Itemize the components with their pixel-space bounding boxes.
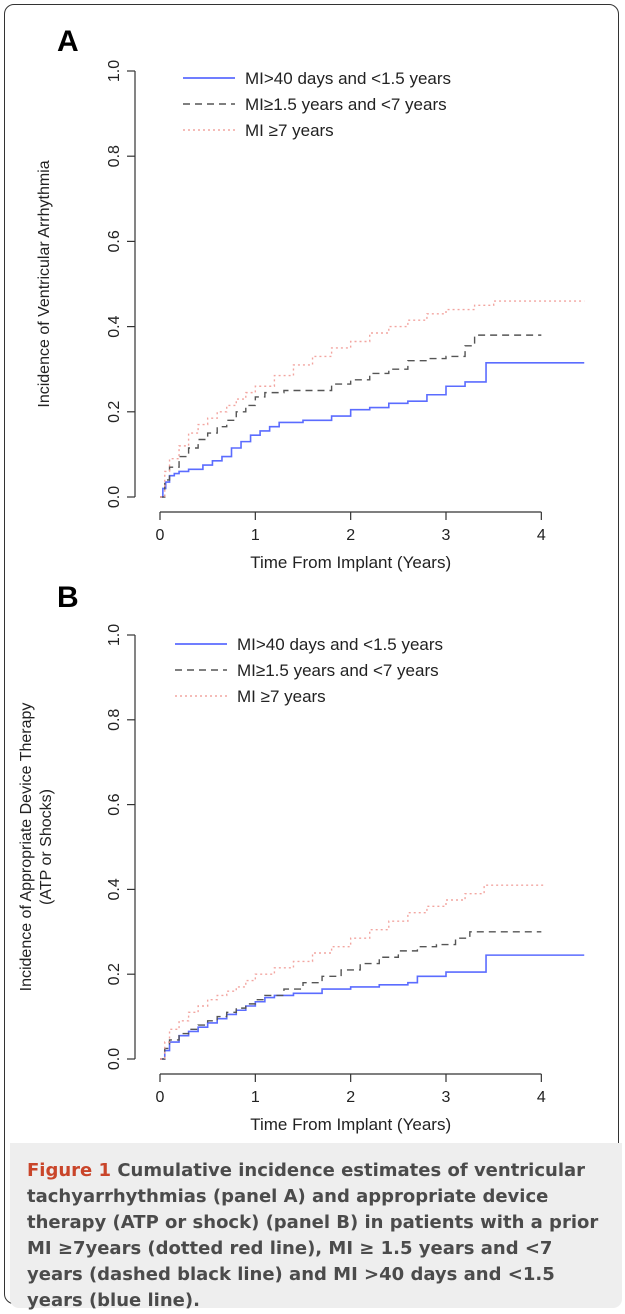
x-axis-label: Time From Implant (Years)	[250, 1115, 451, 1134]
y-tick-label: 0.6	[106, 793, 123, 815]
series-line-1	[160, 362, 585, 498]
legend-label-1: MI>40 days and <1.5 years	[237, 635, 443, 654]
series-line-3	[160, 884, 547, 1060]
y-tick-label: 1.0	[106, 60, 123, 82]
x-tick-label: 4	[537, 1089, 546, 1106]
chart-a: 0.0 0.2 0.4 0.6 0.8 1.0 0 1 2 3 4 Time From Implant…	[36, 60, 585, 572]
series-line-3	[160, 300, 585, 498]
caption-background	[10, 1143, 622, 1308]
x-tick-label: 2	[346, 1089, 355, 1106]
x-tick-label: 1	[251, 1089, 260, 1106]
series-line-2	[160, 334, 542, 498]
caption-text: Cumulative incidence estimates of ventri…	[27, 1160, 599, 1311]
panel-b: B 0.0 0.2 0.4 0.6 0.8 1.0 0 1 2 3 4 Time From Impla…	[5, 577, 617, 1143]
panel-b-letter: B	[57, 581, 79, 614]
y-axis-label: Incidence of Ventricular Arrhythmia	[36, 160, 53, 407]
y-tick-label: 0.4	[106, 315, 123, 337]
y-tick-label: 0.0	[106, 486, 123, 508]
y-tick-label: 0.2	[106, 401, 123, 423]
caption-label: Figure 1	[27, 1160, 112, 1181]
x-tick-label: 0	[156, 527, 165, 544]
series-line-2	[160, 931, 542, 1060]
y-tick-label: 0.2	[106, 963, 123, 985]
figure-caption: Figure 1 Cumulative incidence estimates …	[27, 1158, 607, 1314]
y-tick-label: 0.8	[106, 709, 123, 731]
x-tick-label: 1	[251, 527, 260, 544]
x-tick-label: 2	[346, 527, 355, 544]
legend-label-3: MI ≥7 years	[237, 687, 326, 706]
legend-label-2: MI≥1.5 years and <7 years	[237, 661, 439, 680]
y-tick-label: 1.0	[106, 624, 123, 646]
y-tick-label: 0.4	[106, 878, 123, 900]
legend-label-2: MI≥1.5 years and <7 years	[245, 95, 447, 114]
chart-b: 0.0 0.2 0.4 0.6 0.8 1.0 0 1 2 3 4 Time From Implant…	[18, 624, 585, 1134]
x-tick-label: 3	[442, 527, 451, 544]
panel-a-letter: A	[57, 25, 79, 58]
x-tick-label: 3	[442, 1089, 451, 1106]
legend-label-1: MI>40 days and <1.5 years	[245, 69, 451, 88]
y-tick-label: 0.8	[106, 145, 123, 167]
series-line-1	[160, 954, 585, 1060]
y-tick-label: 0.6	[106, 230, 123, 252]
figure-frame: A 0.0 0.2 0.4 0.6 0.8 1.0 0 1 2 3 4 Time From Impla…	[4, 4, 622, 1311]
legend-label-3: MI ≥7 years	[245, 121, 334, 140]
y-axis-label: Incidence of Appropriate Device Therapy	[18, 703, 35, 992]
y-tick-label: 0.0	[106, 1048, 123, 1070]
panel-a: A 0.0 0.2 0.4 0.6 0.8 1.0 0 1 2 3 4 Time From Impla…	[5, 5, 617, 585]
x-tick-label: 4	[537, 527, 546, 544]
x-axis-label: Time From Implant (Years)	[250, 553, 451, 572]
x-tick-label: 0	[156, 1089, 165, 1106]
y-axis-label-line2: (ATP or Shocks)	[38, 789, 55, 905]
